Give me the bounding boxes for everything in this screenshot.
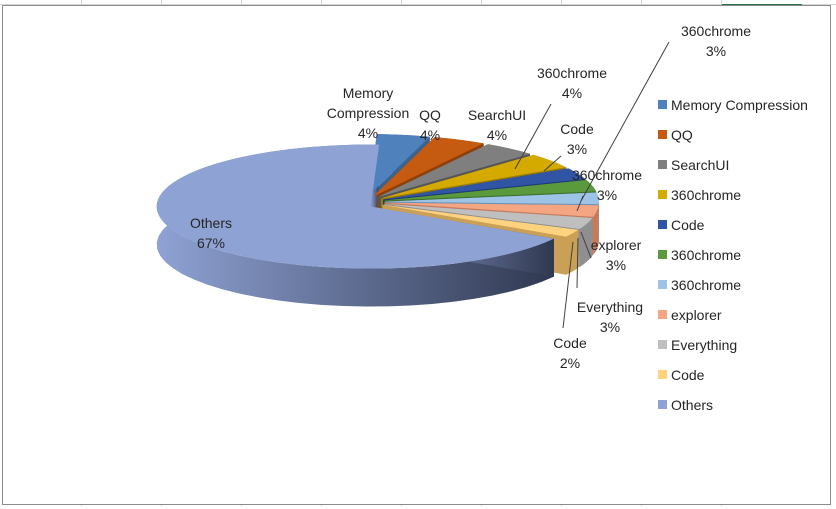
pie-slice [383, 203, 593, 230]
data-label-category: SearchUI [468, 107, 526, 123]
legend-swatch [658, 310, 667, 319]
data-label-value: 4% [358, 125, 378, 141]
legend-entry: explorer [671, 307, 722, 323]
data-label-category: 360chrome [572, 167, 642, 183]
data-label-value: 2% [560, 355, 580, 371]
data-label-category: Everything [577, 299, 643, 315]
pie-slice [380, 154, 567, 199]
pie-chart: Memory Compression 4% QQ 4% SearchUI 4% 360chro… [156, 23, 808, 413]
data-label-category: explorer [591, 237, 642, 253]
legend-swatch [658, 100, 667, 109]
data-label-value: 4% [420, 127, 440, 143]
legend-entry: 360chrome [671, 247, 741, 263]
sheet-gridline [0, 4, 836, 5]
pie-slice [383, 168, 586, 200]
legend-entry: Code [671, 367, 705, 383]
data-label-value: 4% [487, 127, 507, 143]
legend-entry: 360chrome [671, 277, 741, 293]
data-label-value: 3% [600, 319, 620, 335]
leader-line [576, 237, 579, 289]
pie-slice [384, 180, 597, 201]
legend-swatch [658, 220, 667, 229]
data-label-category: Code [553, 335, 587, 351]
data-label-category: Others [190, 215, 232, 231]
data-label-value: 3% [606, 257, 626, 273]
pie-slice [384, 192, 599, 205]
legend-entry: Code [671, 217, 705, 233]
data-label-category: QQ [419, 107, 441, 123]
legend-entry: QQ [671, 127, 693, 143]
leader-line [514, 103, 552, 170]
pie-slice [373, 137, 484, 197]
legend-entry: Memory Compression [671, 97, 808, 113]
legend-entry: SearchUI [671, 157, 729, 173]
leader-line [576, 195, 584, 212]
leader-line [562, 241, 574, 329]
legend-swatch [658, 400, 667, 409]
data-label-value: 3% [706, 43, 726, 59]
leader-line [543, 155, 562, 172]
leader-line [580, 231, 592, 259]
data-label-category: 360chrome [537, 65, 607, 81]
legend-swatch [658, 280, 667, 289]
leader-line [580, 41, 670, 202]
legend-entry: 360chrome [671, 187, 741, 203]
legend-entry: Everything [671, 337, 737, 353]
pie-slice [368, 134, 430, 197]
data-label-category: Compression [327, 105, 409, 121]
legend-swatch [658, 130, 667, 139]
data-label-value: 67% [197, 235, 225, 251]
chart-area[interactable]: Memory Compression 4% QQ 4% SearchUI 4% 360chro… [2, 5, 831, 505]
data-label-value: 4% [562, 85, 582, 101]
pie-slice [156, 144, 554, 269]
data-label-category: Code [560, 121, 594, 137]
legend-swatch [658, 160, 667, 169]
legend-swatch [658, 370, 667, 379]
data-label-value: 3% [597, 187, 617, 203]
legend-swatch [658, 190, 667, 199]
data-label-category: Memory [343, 85, 394, 101]
legend-entry: Others [671, 397, 713, 413]
pie-slice [384, 202, 599, 217]
data-label-value: 3% [567, 141, 587, 157]
legend-swatch [658, 340, 667, 349]
data-label-category: 360chrome [681, 23, 751, 39]
legend-swatch [658, 250, 667, 259]
pie-slice [377, 144, 531, 198]
pie-slice [382, 204, 579, 237]
